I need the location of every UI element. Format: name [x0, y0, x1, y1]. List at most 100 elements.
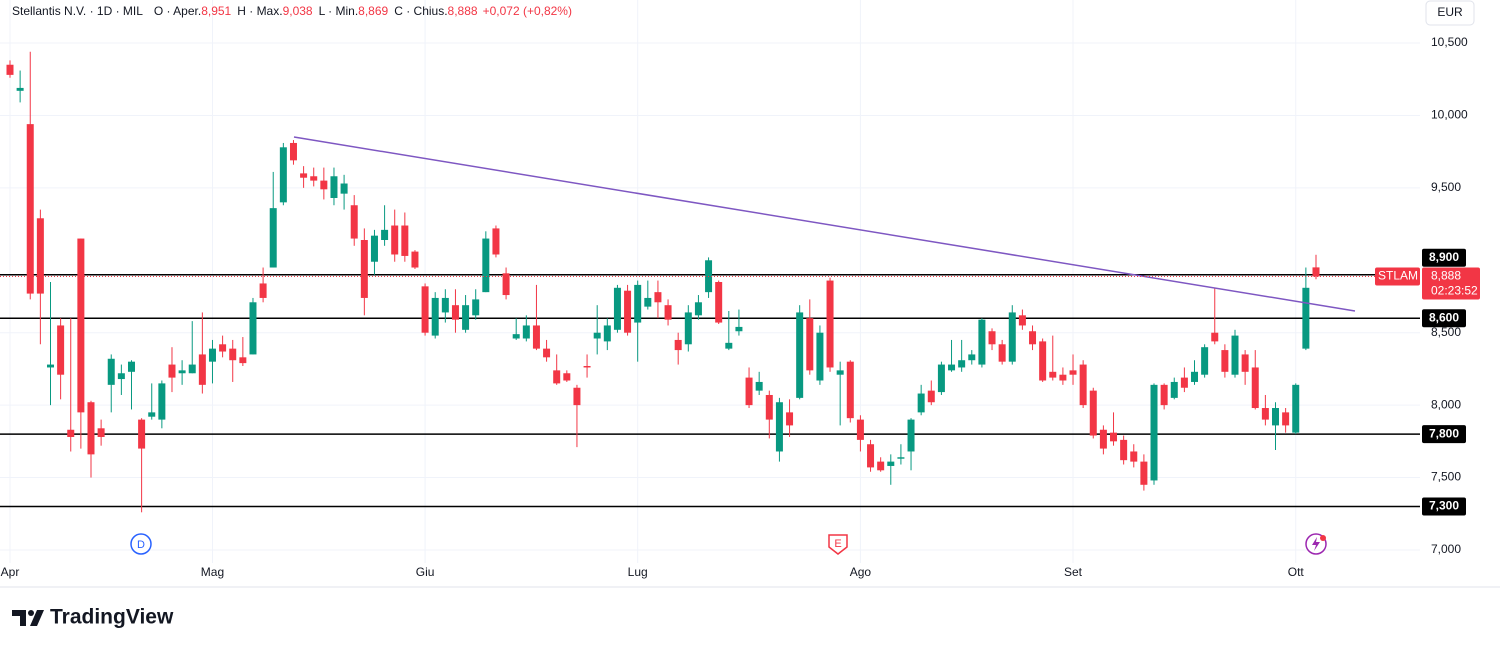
candle-body — [573, 387, 581, 406]
candle-body — [674, 339, 682, 351]
candle-body — [26, 124, 34, 294]
candle-body — [694, 302, 702, 316]
countdown: 02:23:52 — [1431, 284, 1478, 298]
candle-body — [1018, 315, 1026, 326]
candle-body — [67, 429, 75, 437]
brand-logo[interactable]: TradingView — [12, 606, 174, 629]
candle-body — [391, 225, 399, 255]
candle-body — [57, 325, 65, 375]
event-icon — [828, 534, 848, 555]
level-label: 7,300 — [1429, 499, 1459, 513]
candle-body — [441, 297, 449, 313]
candle-body — [1049, 371, 1057, 378]
x-tick-label: Set — [1064, 565, 1083, 579]
candle-body — [1029, 331, 1037, 345]
candle-body — [330, 176, 338, 198]
candle-body — [1130, 451, 1138, 462]
candle-body — [725, 342, 733, 349]
candle-body — [613, 287, 621, 330]
field-value: 9,038 — [283, 4, 313, 18]
candle-body — [1008, 312, 1016, 362]
candle-body — [1231, 335, 1239, 375]
candle-body — [532, 325, 540, 349]
candle-body — [563, 373, 571, 381]
candle-body — [1272, 408, 1279, 426]
candle-body — [87, 402, 95, 455]
candle-body — [279, 147, 287, 203]
candle-body — [846, 361, 854, 419]
change: +0,072 (+0,82%) — [483, 4, 572, 18]
candle-body — [381, 229, 389, 241]
candle-body — [462, 305, 470, 330]
event-dot — [1320, 535, 1326, 541]
symbol-box — [1375, 267, 1420, 286]
candle-body — [239, 357, 247, 364]
candle-body — [300, 173, 308, 178]
candle-body — [188, 364, 196, 374]
candle-body — [755, 381, 763, 391]
candle-body — [917, 393, 925, 413]
candle-body — [1180, 377, 1188, 388]
candle-body — [583, 366, 591, 368]
candle-body — [998, 344, 1006, 362]
y-tick-label: 8,500 — [1431, 325, 1461, 339]
candle-body — [927, 390, 935, 403]
event-icon — [130, 533, 152, 555]
candle-body — [451, 305, 459, 320]
candle-body — [229, 348, 237, 361]
field-value: 8,869 — [358, 4, 388, 18]
y-tick-label: 9,500 — [1431, 180, 1461, 194]
x-tick-label: Apr — [1, 565, 20, 579]
field-label: H · Max. — [237, 4, 282, 18]
candle-body — [1241, 354, 1249, 372]
x-tick-label: Lug — [628, 565, 648, 579]
level-label: 8,600 — [1429, 310, 1459, 324]
level-label-box — [1422, 425, 1466, 444]
field-label: L · Min. — [319, 4, 359, 18]
grid — [0, 0, 1420, 563]
candle-body — [1251, 367, 1259, 409]
candle-body — [1312, 267, 1320, 277]
candle-body — [107, 358, 115, 385]
field-label: O · Aper. — [154, 4, 201, 18]
y-tick-label: 10,500 — [1431, 35, 1468, 49]
candle-body — [472, 299, 480, 316]
candle-body — [208, 348, 216, 362]
candle-body — [16, 87, 24, 91]
candle-body — [1039, 341, 1047, 381]
candle-body — [310, 176, 318, 181]
field-label: C · Chius. — [394, 4, 447, 18]
price-box — [1422, 267, 1480, 300]
candle-body — [411, 251, 419, 268]
event-earnings[interactable]: E — [828, 534, 848, 555]
currency: EUR — [1437, 5, 1463, 19]
price-label: 8,888 — [1431, 269, 1461, 283]
y-tick-label: 8,000 — [1431, 397, 1461, 411]
candle-body — [1221, 350, 1229, 372]
candle-body — [158, 383, 166, 420]
candle-body — [968, 354, 976, 361]
candle-body — [148, 412, 156, 417]
candle-body — [593, 332, 601, 339]
candle-body — [634, 284, 642, 323]
candle-body — [1292, 384, 1300, 433]
candle-body — [431, 297, 439, 336]
candle-body — [826, 280, 834, 368]
event-label: E — [834, 538, 841, 550]
candle-body — [877, 461, 885, 471]
axes: 10,500 10,000 9,500 8,500 8,000 7,500 7,000 Apr… — [1, 35, 1480, 579]
currency-button[interactable]: EUR — [1425, 0, 1475, 26]
candle-body — [492, 228, 500, 255]
event-news[interactable] — [1305, 533, 1327, 555]
event-dividend[interactable]: D — [130, 533, 152, 555]
candle-body — [97, 428, 105, 437]
candle-body — [259, 283, 267, 298]
candle-body — [543, 348, 551, 358]
candle-body — [289, 142, 297, 161]
x-tick-label: Mag — [201, 565, 224, 579]
candle-body — [77, 238, 85, 413]
candle-body — [1069, 370, 1077, 375]
candle-body — [269, 208, 277, 268]
candle-body — [664, 305, 672, 320]
